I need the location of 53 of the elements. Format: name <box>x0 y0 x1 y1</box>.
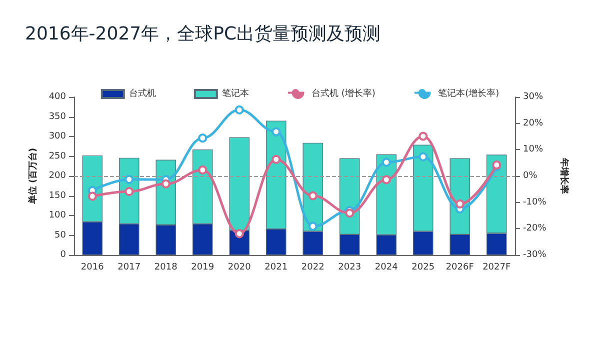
y-tick-label: 300 <box>48 132 66 142</box>
point <box>198 165 208 174</box>
point <box>124 187 134 196</box>
x-tick-label: 2027F <box>482 262 511 272</box>
point <box>272 127 281 136</box>
y-tick-label: 350 <box>48 112 66 122</box>
point <box>382 158 391 167</box>
x-tick-label: 2023 <box>338 262 362 272</box>
y-tick-label: 200 <box>48 171 66 181</box>
x-tick-label: 2016 <box>80 262 104 272</box>
x-tick-label: 2022 <box>301 262 324 272</box>
chart-title: 2016年-2027年，全球PC出货量预测及预测 <box>25 24 381 44</box>
x-tick-label: 2020 <box>228 262 252 272</box>
x-tick-label: 2026F <box>446 262 474 272</box>
x-tick-label: 2019 <box>191 262 214 272</box>
y2-tick-label: -30% <box>523 250 547 260</box>
point <box>234 229 244 238</box>
point <box>382 175 391 184</box>
y2-tick-label: 10% <box>523 144 544 155</box>
y2-tick-label: 20% <box>523 118 544 128</box>
y2-tick-label: 0% <box>523 171 538 181</box>
y2-axis-title: 年增长率 <box>558 157 570 194</box>
point <box>234 105 244 114</box>
point <box>161 179 170 188</box>
point <box>418 132 428 141</box>
y-axis-title: 单位 (百万台) <box>27 148 38 206</box>
x-tick-label: 2018 <box>154 262 178 272</box>
x-tick-label: 2017 <box>118 262 141 272</box>
point <box>308 222 318 231</box>
legend-label: 台式机 (增长率) <box>312 88 376 99</box>
y2-tick-label: -20% <box>523 224 547 234</box>
x-tick-label: 2025 <box>412 262 435 272</box>
point <box>272 154 281 164</box>
legend-label: 笔记本(增长率) <box>438 88 500 99</box>
point <box>308 191 318 200</box>
y-tick-label: 150 <box>48 190 66 201</box>
point <box>124 174 134 184</box>
y-tick-label: 0 <box>60 250 66 260</box>
point <box>455 199 464 208</box>
x-tick-label: 2021 <box>264 262 288 272</box>
point <box>418 152 428 162</box>
legend-label: 台式机 <box>128 88 156 99</box>
y2-tick-label: 30% <box>523 92 544 102</box>
y-tick-label: 400 <box>48 92 66 102</box>
point <box>345 208 354 218</box>
y-tick-label: 50 <box>54 230 66 240</box>
point <box>198 134 208 143</box>
point <box>88 192 97 201</box>
x-tick-label: 2024 <box>374 262 398 272</box>
y2-tick-label: -10% <box>523 197 547 208</box>
y-tick-label: 250 <box>48 151 66 162</box>
legend-label: 笔记本 <box>222 88 249 99</box>
y-tick-label: 100 <box>48 210 66 220</box>
